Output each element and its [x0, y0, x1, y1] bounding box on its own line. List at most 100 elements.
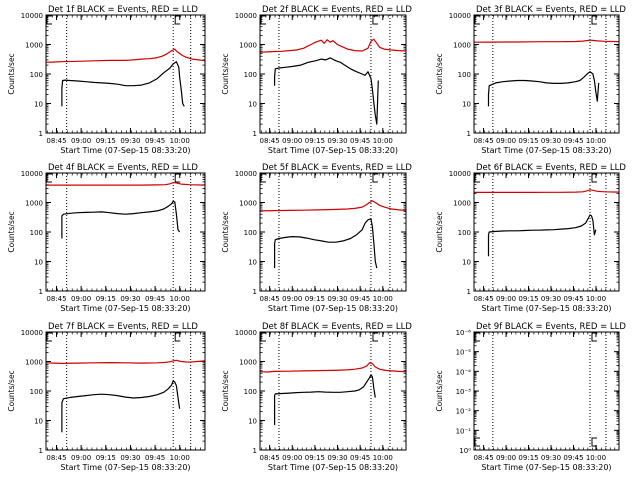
- x-tick-label: 10:00: [373, 295, 393, 303]
- x-axis-label: Start Time (07-Sep-15 08:33:20): [481, 463, 611, 472]
- x-axis-label: Start Time (07-Sep-15 08:33:20): [60, 463, 190, 472]
- x-tick-label: 09:30: [120, 137, 140, 145]
- plot-frame: [473, 331, 620, 451]
- interval-bracket-icon: [591, 15, 597, 25]
- y-axis-label: Counts/sec: [221, 53, 230, 94]
- x-tick-label: 09:45: [350, 295, 370, 303]
- panel-title: Det 8f BLACK = Events, RED = LLD: [262, 322, 412, 332]
- y-tick-label: 1: [467, 130, 471, 138]
- interval-bracket-icon: [372, 15, 378, 25]
- y-tick-label: 1000: [25, 42, 43, 50]
- x-axis-label: Start Time (07-Sep-15 08:33:20): [481, 304, 611, 313]
- x-tick-label: 09:45: [350, 454, 370, 462]
- x-tick-label: 10:00: [170, 137, 190, 145]
- y-tick-label: 10⁻¹: [456, 427, 472, 435]
- x-tick-label: 09:15: [96, 295, 116, 303]
- y-tick-label: 1000: [25, 359, 43, 367]
- x-tick-label: 09:00: [71, 454, 91, 462]
- interval-bracket-icon: [591, 173, 597, 183]
- y-axis-label: Counts/sec: [435, 53, 444, 94]
- panel-7: Det 7f BLACK = Events, RED = LLD Counts/s…: [7, 322, 206, 472]
- x-tick-label: 09:45: [145, 454, 165, 462]
- plot-frame: [45, 172, 206, 292]
- y-tick-label: 1: [39, 288, 43, 296]
- plot-frame: [473, 172, 620, 292]
- y-tick-label: 10: [462, 101, 471, 109]
- y-tick-label: 10⁻³: [456, 388, 472, 396]
- y-tick-label: 10⁻²: [456, 408, 472, 416]
- plot-frame: [259, 172, 407, 292]
- y-tick-label: 100: [30, 229, 43, 237]
- y-axis-label: Counts/sec: [221, 211, 230, 252]
- y-tick-label: 10: [248, 418, 257, 426]
- x-tick-label: 08:45: [260, 295, 280, 303]
- x-tick-label: 09:00: [71, 295, 91, 303]
- events-series-line: [274, 218, 378, 269]
- interval-bracket-icon: [474, 332, 480, 342]
- x-tick-label: 08:45: [473, 295, 493, 303]
- y-axis-label: Counts/sec: [221, 370, 230, 411]
- x-tick-label: 09:45: [350, 137, 370, 145]
- x-tick-label: 09:30: [120, 295, 140, 303]
- plot-frame: [473, 14, 620, 134]
- panel-title: Det 7f BLACK = Events, RED = LLD: [48, 322, 198, 332]
- panel-3: Det 3f BLACK = Events, RED = LLD Counts/s…: [435, 5, 626, 155]
- panel-title: Det 1f BLACK = Events, RED = LLD: [48, 5, 198, 15]
- x-tick-label: 09:15: [96, 454, 116, 462]
- y-tick-label: 10000: [235, 170, 257, 178]
- x-tick-label: 09:45: [563, 295, 583, 303]
- lld-series-line: [259, 362, 407, 373]
- x-tick-label: 09:15: [305, 295, 325, 303]
- y-tick-label: 10⁻⁶: [456, 329, 472, 337]
- interval-bracket-icon: [372, 332, 378, 342]
- x-tick-label: 10:00: [373, 137, 393, 145]
- x-axis-label: Start Time (07-Sep-15 08:33:20): [268, 146, 398, 155]
- interval-bracket-icon: [591, 437, 597, 447]
- interval-bracket-icon: [46, 173, 52, 183]
- panel-title: Det 3f BLACK = Events, RED = LLD: [476, 5, 626, 15]
- panel-title: Det 9f BLACK = Events, RED = LLD: [476, 322, 626, 332]
- x-tick-label: 09:15: [518, 454, 538, 462]
- x-tick-label: 09:30: [327, 295, 347, 303]
- events-series-line: [274, 374, 376, 426]
- events-series-line: [274, 57, 379, 125]
- y-tick-label: 10: [34, 101, 43, 109]
- x-tick-label: 10:00: [373, 454, 393, 462]
- x-axis-label: Start Time (07-Sep-15 08:33:20): [268, 304, 398, 313]
- plot-frame: [45, 14, 206, 134]
- interval-bracket-icon: [174, 332, 181, 342]
- plot-frame: [259, 14, 407, 134]
- y-tick-label: 10: [34, 259, 43, 267]
- y-tick-label: 10000: [449, 170, 471, 178]
- interval-bracket-icon: [174, 173, 181, 183]
- x-tick-label: 09:00: [282, 454, 302, 462]
- x-tick-label: 09:45: [145, 295, 165, 303]
- x-tick-label: 08:45: [260, 454, 280, 462]
- panel-4: Det 4f BLACK = Events, RED = LLD Counts/s…: [7, 163, 206, 313]
- y-tick-label: 10000: [21, 329, 43, 337]
- x-tick-label: 10:00: [170, 295, 190, 303]
- y-tick-label: 10000: [21, 170, 43, 178]
- x-tick-label: 09:45: [145, 137, 165, 145]
- events-series-line: [487, 71, 600, 107]
- x-tick-label: 09:30: [120, 454, 140, 462]
- x-tick-label: 10:00: [586, 295, 606, 303]
- panel-2: Det 2f BLACK = Events, RED = LLD Counts/s…: [221, 5, 412, 155]
- y-axis-label: Counts/sec: [7, 370, 16, 411]
- interval-bracket-icon: [260, 173, 266, 183]
- y-tick-label: 1: [253, 447, 257, 455]
- y-tick-label: 1: [39, 447, 43, 455]
- x-tick-label: 09:00: [496, 454, 516, 462]
- y-tick-label: 10000: [235, 329, 257, 337]
- y-axis-label: Counts/sec: [435, 211, 444, 252]
- y-tick-label: 1000: [239, 200, 257, 208]
- x-tick-label: 08:45: [46, 454, 66, 462]
- interval-bracket-icon: [591, 332, 597, 342]
- x-tick-label: 09:30: [327, 137, 347, 145]
- interval-bracket-icon: [260, 15, 266, 25]
- y-tick-label: 100: [244, 229, 257, 237]
- x-tick-label: 09:30: [541, 295, 561, 303]
- x-tick-label: 09:00: [282, 137, 302, 145]
- x-axis-label: Start Time (07-Sep-15 08:33:20): [60, 146, 190, 155]
